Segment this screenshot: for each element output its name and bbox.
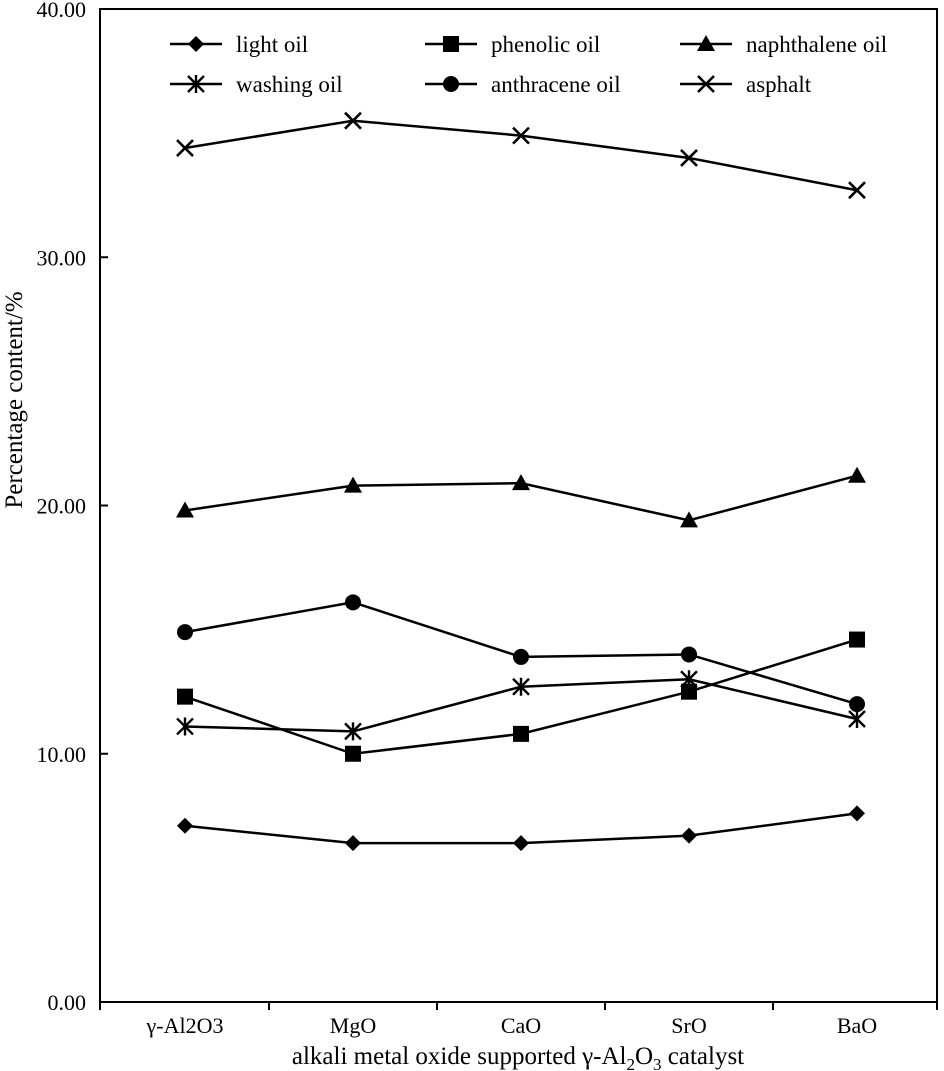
x-tick-label: BaO bbox=[837, 1013, 877, 1038]
data-point-washing-oil bbox=[176, 717, 194, 736]
data-point-naphthalene-oil bbox=[512, 474, 530, 491]
x-axis-title-prefix: alkali metal oxide supported γ-Al bbox=[292, 1043, 627, 1070]
legend-label: asphalt bbox=[746, 72, 812, 97]
x-tick-label: CaO bbox=[501, 1013, 541, 1038]
data-point-light-oil bbox=[681, 827, 697, 844]
data-point-light-oil bbox=[345, 835, 361, 852]
legend-marker-naphthalene-oil bbox=[697, 35, 715, 51]
data-point-anthracene-oil bbox=[345, 594, 361, 611]
legend-marker-washing-oil bbox=[187, 75, 205, 93]
x-tick-label: SrO bbox=[671, 1013, 706, 1038]
x-axis-title-sub1: 2 bbox=[626, 1055, 635, 1071]
data-point-light-oil bbox=[177, 817, 193, 834]
data-point-phenolic-oil bbox=[849, 631, 865, 648]
x-axis: γ-Al2O3 MgO CaO SrO BaO bbox=[99, 1002, 938, 1038]
y-axis: 0.00 10.00 20.00 30.00 40.00 bbox=[37, 0, 108, 1015]
data-point-asphalt bbox=[176, 139, 194, 157]
legend-item-phenolic-oil: phenolic oil bbox=[425, 32, 600, 57]
data-point-anthracene-oil bbox=[513, 648, 529, 665]
series-lines bbox=[176, 111, 866, 852]
legend-label: washing oil bbox=[236, 72, 343, 97]
data-point-light-oil bbox=[513, 835, 529, 852]
series-asphalt bbox=[176, 111, 866, 200]
legend-label: phenolic oil bbox=[491, 32, 600, 57]
data-point-anthracene-oil bbox=[681, 646, 697, 663]
legend-label: light oil bbox=[236, 32, 308, 57]
series-line-asphalt bbox=[184, 119, 858, 192]
legend-marker-anthracene-oil bbox=[443, 76, 459, 92]
data-point-phenolic-oil bbox=[345, 745, 361, 762]
series-phenolic-oil bbox=[177, 631, 865, 762]
data-point-anthracene-oil bbox=[177, 624, 193, 641]
data-point-asphalt bbox=[680, 149, 698, 167]
series-washing-oil bbox=[176, 670, 866, 741]
legend-marker-phenolic-oil bbox=[443, 36, 459, 52]
data-point-phenolic-oil bbox=[177, 688, 193, 705]
data-point-phenolic-oil bbox=[513, 725, 529, 742]
series-anthracene-oil bbox=[177, 594, 865, 713]
y-tick-label: 0.00 bbox=[48, 990, 87, 1015]
legend-marker-asphalt bbox=[697, 75, 715, 93]
legend-label: anthracene oil bbox=[491, 72, 621, 97]
x-tick-label: γ-Al2O3 bbox=[146, 1013, 224, 1038]
legend: light oil phenolic oil naphthalene oil wash… bbox=[170, 32, 887, 97]
legend-marker-light-oil bbox=[188, 36, 204, 52]
legend-item-light-oil: light oil bbox=[170, 32, 308, 57]
data-point-light-oil bbox=[849, 805, 865, 822]
y-tick-label: 10.00 bbox=[37, 742, 87, 767]
data-point-naphthalene-oil bbox=[176, 501, 194, 518]
series-light-oil bbox=[177, 805, 865, 852]
y-axis-title: Percentage content/% bbox=[1, 291, 28, 508]
data-point-washing-oil bbox=[680, 670, 698, 689]
x-axis-title-mid: O bbox=[635, 1043, 653, 1070]
legend-item-asphalt: asphalt bbox=[680, 72, 812, 97]
data-point-naphthalene-oil bbox=[344, 476, 362, 493]
legend-item-washing-oil: washing oil bbox=[170, 72, 343, 97]
data-point-washing-oil bbox=[848, 709, 866, 728]
data-point-anthracene-oil bbox=[849, 696, 865, 713]
legend-label: naphthalene oil bbox=[746, 32, 887, 57]
data-point-washing-oil bbox=[512, 677, 530, 696]
legend-item-anthracene-oil: anthracene oil bbox=[425, 72, 621, 97]
y-tick-label: 30.00 bbox=[37, 245, 87, 270]
legend-item-naphthalene-oil: naphthalene oil bbox=[680, 32, 887, 57]
series-naphthalene-oil bbox=[176, 466, 866, 528]
data-point-asphalt bbox=[512, 126, 530, 145]
x-axis-title: alkali metal oxide supported γ-Al2O3 cat… bbox=[292, 1043, 744, 1071]
data-point-asphalt bbox=[344, 111, 362, 130]
data-point-washing-oil bbox=[344, 722, 362, 741]
x-tick-label: MgO bbox=[330, 1013, 376, 1038]
data-point-naphthalene-oil bbox=[848, 466, 866, 483]
data-point-asphalt bbox=[848, 181, 866, 200]
y-tick-label: 40.00 bbox=[37, 0, 87, 22]
x-axis-title-sub2: 3 bbox=[653, 1055, 662, 1071]
x-axis-title-suffix: catalyst bbox=[662, 1043, 745, 1070]
data-point-naphthalene-oil bbox=[680, 511, 698, 528]
y-tick-label: 20.00 bbox=[37, 494, 87, 519]
data-point-phenolic-oil bbox=[681, 683, 697, 700]
